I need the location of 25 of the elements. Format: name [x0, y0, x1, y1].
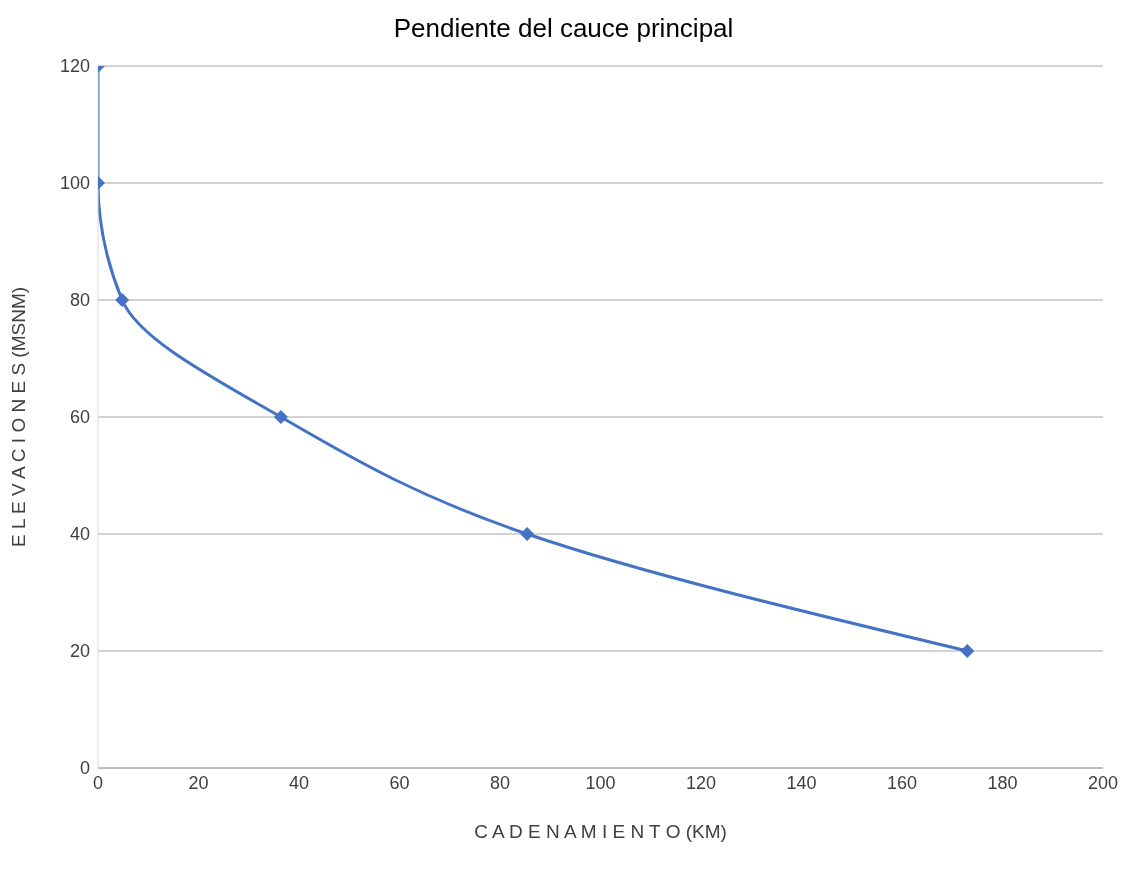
y-tick-label: 80: [69, 290, 90, 311]
point: [520, 527, 535, 541]
y-tick-label: 60: [69, 407, 90, 428]
x-tick-label: 60: [389, 772, 410, 793]
x-axis-title: C A D E N A M I E N T O (KM): [474, 821, 727, 842]
y-tick-label: 100: [59, 173, 90, 194]
x-tick-label: 180: [987, 772, 1018, 793]
y-tick-label: 0: [79, 758, 90, 779]
x-tick-label: 160: [886, 772, 918, 793]
y-tick-label: 120: [59, 56, 90, 77]
y-tick-label: 40: [69, 524, 90, 545]
y-axis-title: E L E V A C I O N E S (MSNM): [7, 286, 29, 548]
x-tick-label: 0: [92, 772, 104, 793]
x-tick-label: 40: [288, 772, 310, 793]
x-tick-label: 140: [786, 772, 817, 793]
x-tick-label: 80: [489, 772, 511, 793]
x-tick-label: 120: [685, 772, 717, 793]
point: [960, 644, 975, 658]
chart-title: Pendiente del cauce principal: [392, 12, 735, 45]
point: [115, 293, 130, 307]
x-tick-label: 200: [1087, 772, 1119, 793]
x-tick-label: 100: [585, 772, 616, 793]
y-tick-label: 20: [69, 641, 90, 662]
x-tick-label: 20: [188, 772, 209, 793]
point: [273, 410, 288, 424]
